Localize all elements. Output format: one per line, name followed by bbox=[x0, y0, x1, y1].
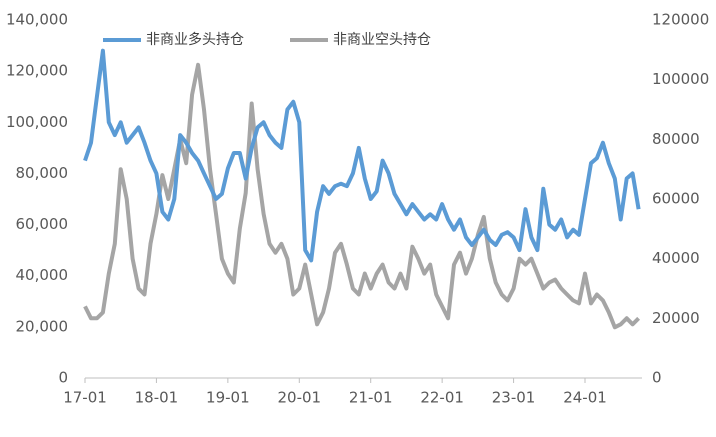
series-line bbox=[83, 48, 641, 263]
y2-tick-label: 0 bbox=[652, 369, 662, 387]
y-tick-label: 120,000 bbox=[6, 62, 68, 80]
x-tick-label: 21-01 bbox=[349, 389, 393, 407]
y-tick-label: 80,000 bbox=[16, 164, 69, 182]
y2-tick-label: 100000 bbox=[652, 70, 709, 88]
y-tick-label: 140,000 bbox=[6, 11, 68, 29]
x-tick-label: 18-01 bbox=[135, 389, 179, 407]
x-tick-label: 22-01 bbox=[420, 389, 464, 407]
y-tick-label: 100,000 bbox=[6, 113, 68, 131]
y-tick-label: 0 bbox=[58, 369, 68, 387]
x-tick-label: 19-01 bbox=[206, 389, 250, 407]
x-tick-label: 17-01 bbox=[63, 389, 107, 407]
legend-label: 非商业多头持仓 bbox=[146, 31, 244, 48]
y2-tick-label: 120000 bbox=[652, 11, 709, 29]
y2-tick-label: 40000 bbox=[652, 249, 700, 267]
y-tick-label: 40,000 bbox=[16, 266, 69, 284]
y-tick-label: 20,000 bbox=[16, 317, 69, 335]
x-tick-label: 20-01 bbox=[277, 389, 321, 407]
x-tick-label: 24-01 bbox=[563, 389, 607, 407]
y2-tick-label: 60000 bbox=[652, 190, 700, 208]
series-line bbox=[83, 62, 641, 330]
y-tick-label: 60,000 bbox=[16, 215, 69, 233]
x-tick-label: 23-01 bbox=[492, 389, 536, 407]
y2-tick-label: 20000 bbox=[652, 309, 700, 327]
y2-tick-label: 80000 bbox=[652, 130, 700, 148]
legend-label: 非商业空头持仓 bbox=[333, 32, 431, 48]
